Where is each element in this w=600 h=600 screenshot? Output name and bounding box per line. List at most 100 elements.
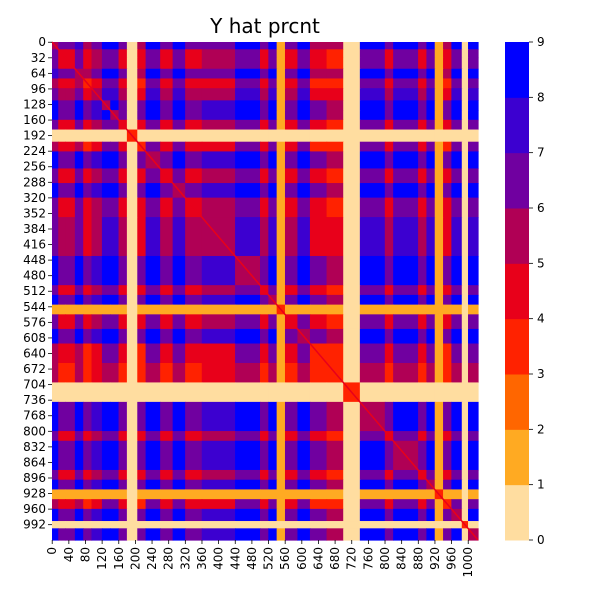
- heatmap-cell: [52, 197, 59, 218]
- heatmap-cell: [434, 469, 444, 481]
- heatmap-cell: [418, 217, 428, 257]
- heatmap-cell: [434, 362, 444, 384]
- heatmap-cell: [52, 110, 59, 121]
- heatmap-cell: [137, 343, 147, 364]
- heatmap-cell: [393, 49, 419, 59]
- heatmap-cell: [235, 328, 261, 345]
- heatmap-cell: [137, 168, 147, 184]
- heatmap-cell: [426, 508, 436, 522]
- heatmap-cell: [172, 129, 186, 143]
- heatmap-cell: [185, 183, 203, 199]
- heatmap-cell: [52, 469, 59, 481]
- heatmap-cell: [101, 431, 111, 442]
- heatmap-cell: [91, 78, 103, 89]
- heatmap-plot-area: [51, 41, 479, 541]
- heatmap-cell: [268, 168, 278, 184]
- heatmap-cell: [276, 49, 286, 59]
- heatmap-cell: [110, 49, 120, 59]
- heatmap-cell: [145, 119, 161, 131]
- heatmap-cell: [58, 78, 66, 89]
- heatmap-cell: [461, 151, 469, 170]
- heatmap-cell: [172, 479, 186, 491]
- heatmap-cell: [468, 255, 479, 286]
- heatmap-cell: [185, 440, 203, 471]
- heatmap-cell: [101, 294, 111, 306]
- heatmap-cell: [309, 78, 328, 89]
- heatmap-cell: [185, 217, 203, 257]
- heatmap-cell: [359, 343, 386, 364]
- heatmap-cell: [185, 431, 203, 442]
- heatmap-cell: [284, 489, 299, 500]
- heatmap-cell: [326, 217, 344, 257]
- heatmap-cell: [137, 508, 147, 522]
- heatmap-cell: [426, 100, 436, 111]
- heatmap-cell: [110, 129, 120, 143]
- heatmap-cell: [418, 100, 428, 111]
- heatmap-cell: [426, 382, 436, 403]
- heatmap-cell: [418, 49, 428, 59]
- heatmap-cell: [426, 469, 436, 481]
- colorbar-segment: [505, 318, 529, 375]
- heatmap-cell: [326, 521, 344, 529]
- heatmap-cell: [101, 119, 111, 131]
- heatmap-cell: [309, 110, 328, 121]
- heatmap-cell: [118, 304, 128, 315]
- heatmap-cell: [284, 521, 299, 529]
- heatmap-cell: [418, 489, 428, 500]
- heatmap-cell: [359, 469, 386, 481]
- heatmap-cell: [74, 42, 84, 50]
- heatmap-cell: [359, 382, 386, 403]
- heatmap-cell: [65, 119, 76, 131]
- heatmap-cell: [268, 197, 278, 218]
- heatmap-cell: [201, 382, 236, 403]
- heatmap-cell: [65, 469, 76, 481]
- heatmap-cell: [284, 88, 299, 101]
- heatmap-cell: [126, 440, 138, 471]
- heatmap-cell: [91, 183, 103, 199]
- heatmap-cell: [118, 129, 128, 143]
- heatmap-cell: [101, 168, 111, 184]
- heatmap-cell: [91, 314, 103, 330]
- heatmap-cell: [83, 489, 93, 500]
- heatmap-cell: [276, 119, 286, 131]
- heatmap-cell: [235, 285, 261, 296]
- heatmap-cell: [451, 499, 463, 510]
- heatmap-cell: [110, 528, 120, 541]
- heatmap-cell: [268, 42, 278, 50]
- heatmap-cell: [126, 57, 138, 70]
- heatmap-cell: [276, 294, 286, 306]
- heatmap-cell: [309, 141, 328, 153]
- heatmap-cell: [160, 489, 174, 500]
- heatmap-cell: [118, 314, 128, 330]
- x-axis: 0 40 80 120 160 200 240 280 320 360 400 440 480 520 56…: [45, 540, 475, 578]
- heatmap-cell: [434, 314, 444, 330]
- heatmap-cell: [434, 110, 444, 121]
- heatmap-cell: [384, 57, 394, 70]
- heatmap-cell: [91, 431, 103, 442]
- heatmap-cell: [434, 141, 444, 153]
- heatmap-cell: [451, 57, 463, 70]
- heatmap-cell: [326, 528, 344, 541]
- heatmap-cell: [126, 343, 138, 364]
- heatmap-cell: [393, 57, 419, 70]
- heatmap-cell: [160, 528, 174, 541]
- heatmap-cell: [268, 119, 278, 131]
- heatmap-cell: [461, 100, 469, 111]
- heatmap-cell: [145, 479, 161, 491]
- heatmap-cell: [418, 401, 428, 432]
- heatmap-cell: [58, 141, 66, 153]
- heatmap-cell: [160, 508, 174, 522]
- heatmap-cell: [160, 42, 174, 50]
- heatmap-cell: [326, 42, 344, 50]
- heatmap-cell: [52, 78, 59, 89]
- heatmap-cell: [268, 314, 278, 330]
- heatmap-cell: [268, 183, 278, 199]
- heatmap-cell: [393, 294, 419, 306]
- heatmap-cell: [384, 197, 394, 218]
- heatmap-cell: [110, 489, 120, 500]
- heatmap-cell: [91, 362, 103, 384]
- heatmap-cell: [172, 489, 186, 500]
- heatmap-cell: [137, 88, 147, 101]
- heatmap-cell: [101, 42, 111, 50]
- heatmap-cell: [426, 168, 436, 184]
